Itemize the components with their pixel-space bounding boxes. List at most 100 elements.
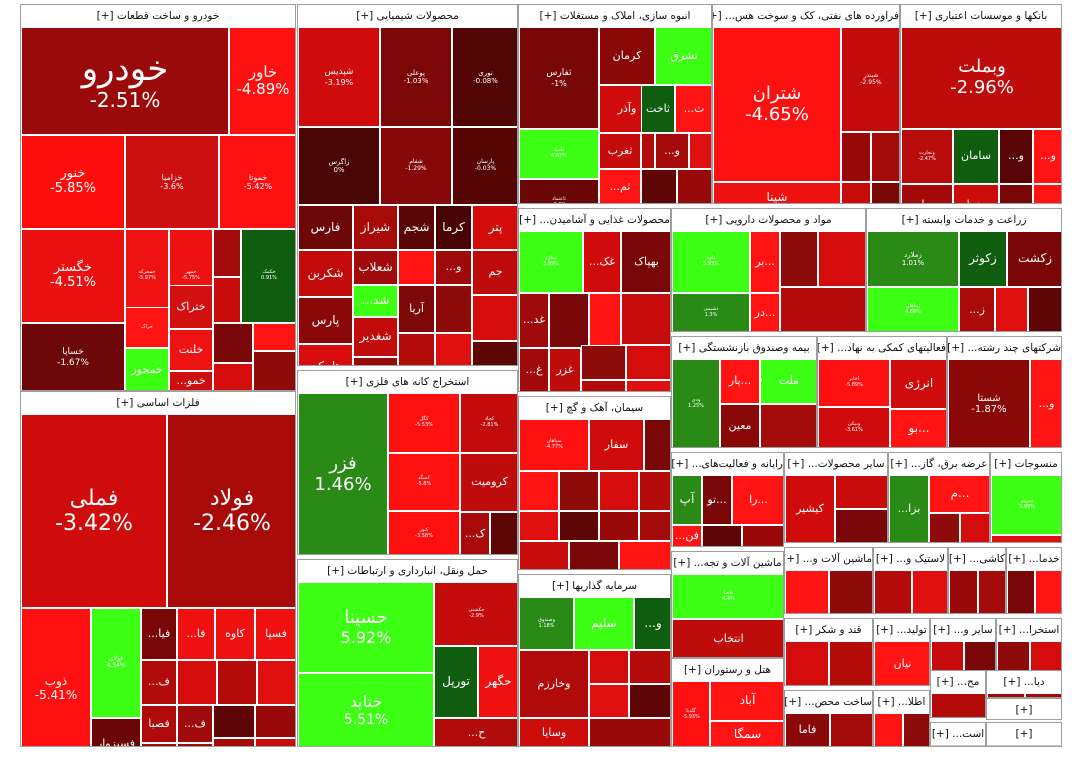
stock-tile[interactable]: شستا -1.87%	[948, 359, 1030, 447]
stock-tile[interactable]: پارس	[298, 297, 353, 344]
stock-tile-unlabeled[interactable]	[785, 641, 829, 685]
stock-tile-unlabeled[interactable]	[490, 512, 517, 554]
stock-tile[interactable]: ...پار	[720, 359, 760, 404]
sector-title[interactable]: محصولات غذایی و آشامیدن... [+]	[519, 209, 670, 232]
stock-tile-unlabeled[interactable]	[213, 705, 255, 738]
stock-tile-unlabeled[interactable]	[991, 535, 1061, 542]
stock-tile[interactable]: خکمک 0.91%	[241, 229, 295, 323]
stock-tile[interactable]: ارفع	[141, 743, 177, 746]
stock-tile[interactable]: شبندر -2.95%	[841, 27, 899, 132]
stock-tile-unlabeled[interactable]	[641, 133, 655, 169]
stock-tile-unlabeled[interactable]	[519, 541, 569, 569]
stock-tile-unlabeled[interactable]	[644, 419, 670, 471]
stock-tile[interactable]: ذوب -5.41%	[21, 608, 91, 746]
stock-tile[interactable]: آریا	[398, 285, 435, 333]
stock-tile-unlabeled[interactable]	[641, 169, 677, 203]
stock-tile[interactable]: غد...	[519, 293, 549, 348]
stock-tile-unlabeled[interactable]	[569, 541, 619, 569]
stock-tile[interactable]: زکشت	[1007, 231, 1061, 287]
stock-tile-unlabeled[interactable]	[589, 650, 629, 684]
sector-title[interactable]: سرمایه گذاریها [+]	[519, 575, 670, 598]
stock-tile[interactable]: ونیکی -3.61%	[818, 407, 890, 447]
stock-tile[interactable]: فسبزوار	[91, 718, 141, 746]
stock-tile-unlabeled[interactable]	[780, 231, 818, 287]
stock-tile-unlabeled[interactable]	[253, 351, 295, 390]
stock-tile-unlabeled[interactable]	[760, 404, 816, 447]
stock-tile[interactable]: ...بو	[890, 409, 946, 447]
stock-tile-unlabeled[interactable]	[841, 182, 871, 203]
stock-tile-unlabeled[interactable]	[742, 525, 783, 546]
stock-tile[interactable]: فصبا	[141, 705, 177, 743]
stock-tile[interactable]: ز...	[959, 287, 995, 331]
stock-tile[interactable]: خساپا -1.67%	[21, 323, 125, 390]
stock-tile[interactable]: فسپا	[255, 608, 295, 660]
stock-tile-unlabeled[interactable]	[217, 660, 257, 705]
stock-tile[interactable]: فزر 1.46%	[298, 393, 388, 554]
stock-tile-unlabeled[interactable]	[835, 509, 887, 542]
stock-tile[interactable]: دشیمی 1.3%	[672, 293, 750, 331]
stock-tile[interactable]: کنور -3.58%	[388, 511, 460, 554]
stock-tile[interactable]: تاپیکو	[298, 344, 353, 365]
stock-tile[interactable]: کاوه	[215, 608, 255, 660]
stock-tile[interactable]: ...بر	[750, 231, 780, 293]
sector-title[interactable]: انبوه سازی، املاک و مستغلات [+]	[519, 5, 711, 28]
sector-title[interactable]: فراورده های نفتی، کک و سوخت هس... [+]	[713, 5, 899, 28]
stock-tile-unlabeled[interactable]	[619, 541, 670, 569]
sector-title[interactable]: فلزات اساسی [+]	[21, 392, 295, 415]
stock-tile-unlabeled[interactable]	[829, 641, 872, 685]
sector-title[interactable]: ساخت محص... [+]	[785, 691, 872, 714]
stock-tile-unlabeled[interactable]	[830, 713, 872, 746]
stock-tile[interactable]: خاور -4.89%	[229, 27, 295, 135]
stock-tile[interactable]: فغ...	[177, 743, 213, 746]
stock-tile-unlabeled[interactable]	[702, 525, 742, 546]
stock-tile[interactable]: ودی 1.25%	[672, 359, 720, 447]
stock-tile[interactable]: ...ک	[760, 379, 762, 381]
stock-tile[interactable]: انرژی	[890, 359, 946, 409]
stock-tile-unlabeled[interactable]	[255, 738, 295, 746]
stock-tile[interactable]: ث...	[675, 85, 711, 133]
stock-tile[interactable]: فیا...	[141, 608, 177, 660]
stock-tile-unlabeled[interactable]	[931, 693, 985, 717]
stock-tile-unlabeled[interactable]	[253, 323, 295, 351]
stock-tile[interactable]: آپ	[672, 475, 702, 525]
sector-title[interactable]: خودرو و ساخت قطعات [+]	[21, 5, 295, 28]
stock-tile[interactable]: شپدیس -3.19%	[298, 27, 380, 127]
stock-tile-unlabeled[interactable]	[874, 713, 903, 746]
stock-tile-unlabeled[interactable]	[829, 570, 872, 613]
stock-tile-unlabeled[interactable]	[213, 277, 241, 323]
sector-title[interactable]: [+]	[987, 723, 1061, 746]
stock-tile[interactable]: ...تو	[702, 475, 732, 525]
sector-title[interactable]: خدما... [+]	[1007, 548, 1061, 571]
sector-title[interactable]: فعالیتهای کمکی به نهاد... [+]	[818, 337, 946, 360]
stock-tile[interactable]: فارس	[298, 205, 353, 250]
stock-tile-unlabeled[interactable]	[519, 471, 559, 511]
stock-tile[interactable]: فن...	[672, 525, 702, 546]
stock-tile[interactable]: وتجا	[953, 184, 999, 203]
stock-tile[interactable]: فولاد -2.46%	[167, 414, 295, 608]
stock-tile-unlabeled[interactable]	[435, 285, 472, 333]
stock-tile[interactable]: حکشتی -2.9%	[434, 582, 517, 646]
stock-tile[interactable]: خگستر -4.51%	[21, 229, 125, 323]
sector-title[interactable]: هتل و رستوران [+]	[672, 659, 783, 682]
stock-tile-unlabeled[interactable]	[629, 684, 670, 718]
sector-title[interactable]: سایر محصولات... [+]	[785, 453, 887, 476]
stock-tile-unlabeled[interactable]	[1025, 693, 1061, 697]
stock-tile-unlabeled[interactable]	[519, 511, 559, 541]
stock-tile[interactable]: کرمان	[599, 27, 655, 85]
stock-tile[interactable]: ...در	[750, 293, 780, 331]
stock-tile-unlabeled[interactable]	[213, 229, 241, 277]
stock-tile[interactable]: و...	[435, 250, 472, 285]
stock-tile[interactable]: ف...	[177, 705, 213, 743]
stock-tile[interactable]: خلنت	[169, 329, 213, 371]
stock-tile[interactable]: سامان	[953, 129, 999, 184]
stock-tile-unlabeled[interactable]	[1028, 287, 1061, 331]
stock-tile[interactable]: گلدیا -5.93%	[672, 681, 710, 746]
sector-title[interactable]: مواد و محصولات دارویی [+]	[672, 209, 865, 232]
stock-tile-unlabeled[interactable]	[398, 250, 435, 285]
stock-tile[interactable]: بهپاک	[621, 231, 670, 293]
stock-tile[interactable]: ثشرق	[655, 27, 711, 85]
stock-tile-unlabeled[interactable]	[177, 660, 217, 705]
stock-tile[interactable]: وخارزم	[519, 650, 589, 718]
sector-title[interactable]: کاشی... [+]	[949, 548, 1005, 571]
stock-tile-unlabeled[interactable]	[353, 357, 398, 365]
